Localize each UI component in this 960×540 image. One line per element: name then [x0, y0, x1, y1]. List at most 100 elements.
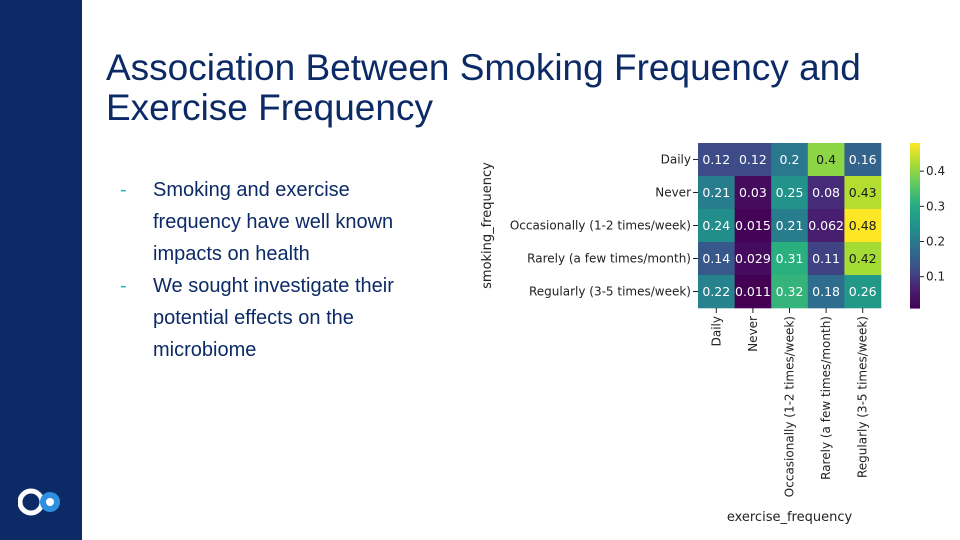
- y-tick-label: Occasionally (1-2 times/week): [510, 219, 691, 233]
- colorbar-segment: [910, 225, 920, 229]
- heatmap-cell: [698, 143, 735, 177]
- colorbar-segment: [910, 239, 920, 243]
- heatmap-cell: [734, 143, 772, 177]
- bullet-text: We sought investigate their potential ef…: [153, 275, 394, 361]
- heatmap-svg: 0.12 0.12 0.2 0.4 0.16 0.21 0.03 0.25 0.08 0.43 0.…: [480, 143, 945, 525]
- colorbar-segment: [910, 203, 920, 207]
- colorbar-segment: [910, 297, 920, 301]
- heatmap-cell: [734, 275, 772, 309]
- heatmap-cell: [698, 242, 735, 276]
- colorbar-segment: [910, 176, 920, 180]
- cell-value-label: 0.08: [812, 185, 840, 200]
- colorbar-segment: [910, 189, 920, 194]
- colorbar-segment: [910, 167, 920, 172]
- cell-value-label: 0.25: [776, 185, 804, 200]
- cell-value-label: 0.062: [808, 218, 844, 233]
- cell-value-label: 0.015: [735, 218, 771, 233]
- heatmap-cell: [698, 275, 735, 309]
- heatmap-cell: [771, 275, 809, 309]
- y-tick-label: Rarely (a few times/month): [527, 252, 691, 266]
- colorbar-segment: [910, 255, 920, 260]
- cell-value-label: 0.21: [776, 218, 804, 233]
- colorbar-segment: [910, 305, 920, 309]
- colorbar-segment: [910, 231, 920, 235]
- cell-value-label: 0.03: [739, 185, 767, 200]
- y-tick-label: Regularly (3-5 times/week): [529, 285, 691, 299]
- colorbar-segment: [910, 220, 920, 224]
- bullet-list: - Smoking and exercise frequency have we…: [120, 174, 440, 366]
- colorbar-segment: [910, 148, 920, 152]
- heatmap-cell: [807, 176, 845, 210]
- heatmap-cell: [698, 176, 735, 210]
- colorbar-segment: [910, 145, 920, 150]
- colorbar-tick-label: 0.3: [926, 199, 945, 213]
- heatmap-cell: [771, 143, 809, 177]
- colorbar-segment: [910, 159, 920, 163]
- y-tick-label: Never: [655, 186, 691, 200]
- x-tick-label: Never: [746, 316, 760, 352]
- colorbar-segment: [910, 181, 920, 185]
- x-axis-title: exercise_frequency: [727, 510, 853, 525]
- x-tick-label: Rarely (a few times/month): [819, 316, 833, 480]
- heatmap-cell: [844, 176, 882, 210]
- colorbar-segment: [910, 206, 920, 210]
- cell-value-label: 0.31: [776, 251, 804, 266]
- heatmap-cell: [734, 209, 772, 243]
- heatmap-chart: 0.12 0.12 0.2 0.4 0.16 0.21 0.03 0.25 0.08 0.43 0.…: [474, 128, 960, 528]
- heatmap-cell: [771, 209, 809, 243]
- heatmap-cell: [734, 176, 772, 210]
- colorbar-segment: [910, 266, 920, 271]
- heatmap-cell: [734, 242, 772, 276]
- cell-value-label: 0.2: [780, 152, 800, 167]
- heatmap-cell: [807, 242, 845, 276]
- heatmap-cell: [771, 176, 809, 210]
- colorbar-tick-label: 0.1: [926, 270, 945, 284]
- cell-value-label: 0.4: [816, 152, 836, 167]
- heatmap-cell: [844, 143, 882, 177]
- colorbar-segment: [910, 302, 920, 306]
- cell-value-label: 0.16: [849, 152, 877, 167]
- y-tick-label: Daily: [661, 153, 691, 167]
- cell-value-label: 0.48: [849, 218, 877, 233]
- heatmap-cell: [807, 143, 845, 177]
- cell-value-label: 0.26: [849, 284, 877, 299]
- cell-value-label: 0.12: [702, 152, 730, 167]
- colorbar-segment: [910, 264, 920, 268]
- colorbar-segment: [910, 187, 920, 191]
- cell-value-label: 0.029: [735, 251, 771, 266]
- bullet-item: - Smoking and exercise frequency have we…: [120, 174, 440, 270]
- cell-value-label: 0.24: [702, 218, 730, 233]
- cell-value-label: 0.12: [739, 152, 767, 167]
- colorbar-segment: [910, 269, 920, 273]
- cell-value-label: 0.14: [702, 251, 730, 266]
- colorbar-segment: [910, 277, 920, 282]
- y-axis-title: smoking_frequency: [480, 162, 495, 289]
- colorbar-segment: [910, 165, 920, 169]
- colorbar-segment: [910, 200, 920, 205]
- colorbar-segment: [910, 151, 920, 155]
- heatmap-cell: [807, 275, 845, 309]
- colorbar-segment: [910, 233, 920, 238]
- x-tick-label: Regularly (3-5 times/week): [856, 316, 870, 478]
- cell-value-label: 0.43: [849, 185, 877, 200]
- colorbar-segment: [910, 222, 920, 227]
- colorbar-segment: [910, 286, 920, 290]
- colorbar-segment: [910, 288, 920, 293]
- colorbar-tick-label: 0.4: [926, 164, 945, 178]
- colorbar-segment: [910, 184, 920, 188]
- colorbar-segment: [910, 242, 920, 246]
- colorbar-segment: [910, 195, 920, 199]
- colorbar-segment: [910, 283, 920, 287]
- colorbar-tick-label: 0.2: [926, 235, 945, 249]
- cell-value-label: 0.18: [812, 284, 840, 299]
- heatmap-cell: [844, 275, 882, 309]
- cell-value-label: 0.32: [776, 284, 804, 299]
- colorbar-segment: [910, 156, 920, 161]
- colorbar-segment: [910, 299, 920, 304]
- colorbar-segment: [910, 211, 920, 216]
- bullet-marker: -: [120, 179, 127, 201]
- colorbar-segment: [910, 143, 920, 147]
- colorbar-segment: [910, 214, 920, 218]
- colorbar-segment: [910, 170, 920, 174]
- colorbar-segment: [910, 253, 920, 257]
